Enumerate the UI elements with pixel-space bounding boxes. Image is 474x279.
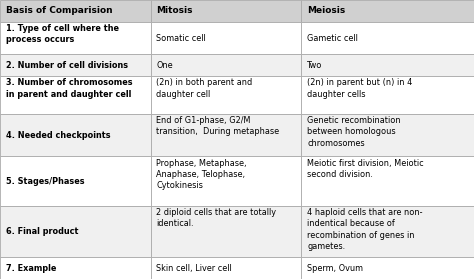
- Bar: [301, 156, 474, 206]
- Text: Skin cell, Liver cell: Skin cell, Liver cell: [156, 264, 232, 273]
- Text: Genetic recombination
between homologous
chromosomes: Genetic recombination between homologous…: [307, 116, 401, 148]
- Text: (2n) in parent but (n) in 4
daughter cells: (2n) in parent but (n) in 4 daughter cel…: [307, 78, 412, 99]
- Text: Gametic cell: Gametic cell: [307, 33, 358, 43]
- Text: 2. Number of cell divisions: 2. Number of cell divisions: [6, 61, 128, 70]
- Text: One: One: [156, 61, 173, 70]
- Text: 5. Stages/Phases: 5. Stages/Phases: [6, 177, 84, 186]
- Bar: [0, 76, 151, 114]
- Bar: [301, 114, 474, 156]
- Bar: [0, 257, 151, 279]
- Text: 2 diploid cells that are totally
identical.: 2 diploid cells that are totally identic…: [156, 208, 276, 229]
- Text: (2n) in both parent and
daughter cell: (2n) in both parent and daughter cell: [156, 78, 253, 99]
- Text: 4. Needed checkpoints: 4. Needed checkpoints: [6, 131, 110, 140]
- Text: 4 haploid cells that are non-
indentical because of
recombination of genes in
ga: 4 haploid cells that are non- indentical…: [307, 208, 423, 251]
- Bar: [301, 22, 474, 54]
- Text: 6. Final product: 6. Final product: [6, 227, 78, 236]
- Bar: [151, 0, 301, 22]
- Bar: [151, 156, 301, 206]
- Bar: [151, 206, 301, 257]
- Bar: [0, 206, 151, 257]
- Text: Basis of Comparision: Basis of Comparision: [6, 6, 112, 15]
- Text: 1. Type of cell where the
process occurs: 1. Type of cell where the process occurs: [6, 24, 118, 44]
- Bar: [0, 114, 151, 156]
- Text: Mitosis: Mitosis: [156, 6, 193, 15]
- Bar: [301, 76, 474, 114]
- Text: Meiosis: Meiosis: [307, 6, 346, 15]
- Bar: [0, 54, 151, 76]
- Text: Meiotic first division, Meiotic
second division.: Meiotic first division, Meiotic second d…: [307, 158, 424, 179]
- Text: Somatic cell: Somatic cell: [156, 33, 206, 43]
- Text: Sperm, Ovum: Sperm, Ovum: [307, 264, 363, 273]
- Bar: [301, 0, 474, 22]
- Text: End of G1-phase, G2/M
transition,  During metaphase: End of G1-phase, G2/M transition, During…: [156, 116, 280, 136]
- Text: Two: Two: [307, 61, 322, 70]
- Bar: [151, 114, 301, 156]
- Bar: [151, 22, 301, 54]
- Text: 7. Example: 7. Example: [6, 264, 56, 273]
- Bar: [0, 156, 151, 206]
- Bar: [0, 0, 151, 22]
- Text: 3. Number of chromosomes
in parent and daughter cell: 3. Number of chromosomes in parent and d…: [6, 78, 132, 99]
- Text: Prophase, Metaphase,
Anaphase, Telophase,
Cytokinesis: Prophase, Metaphase, Anaphase, Telophase…: [156, 158, 247, 191]
- Bar: [151, 76, 301, 114]
- Bar: [0, 22, 151, 54]
- Bar: [301, 54, 474, 76]
- Bar: [301, 206, 474, 257]
- Bar: [151, 257, 301, 279]
- Bar: [151, 54, 301, 76]
- Bar: [301, 257, 474, 279]
